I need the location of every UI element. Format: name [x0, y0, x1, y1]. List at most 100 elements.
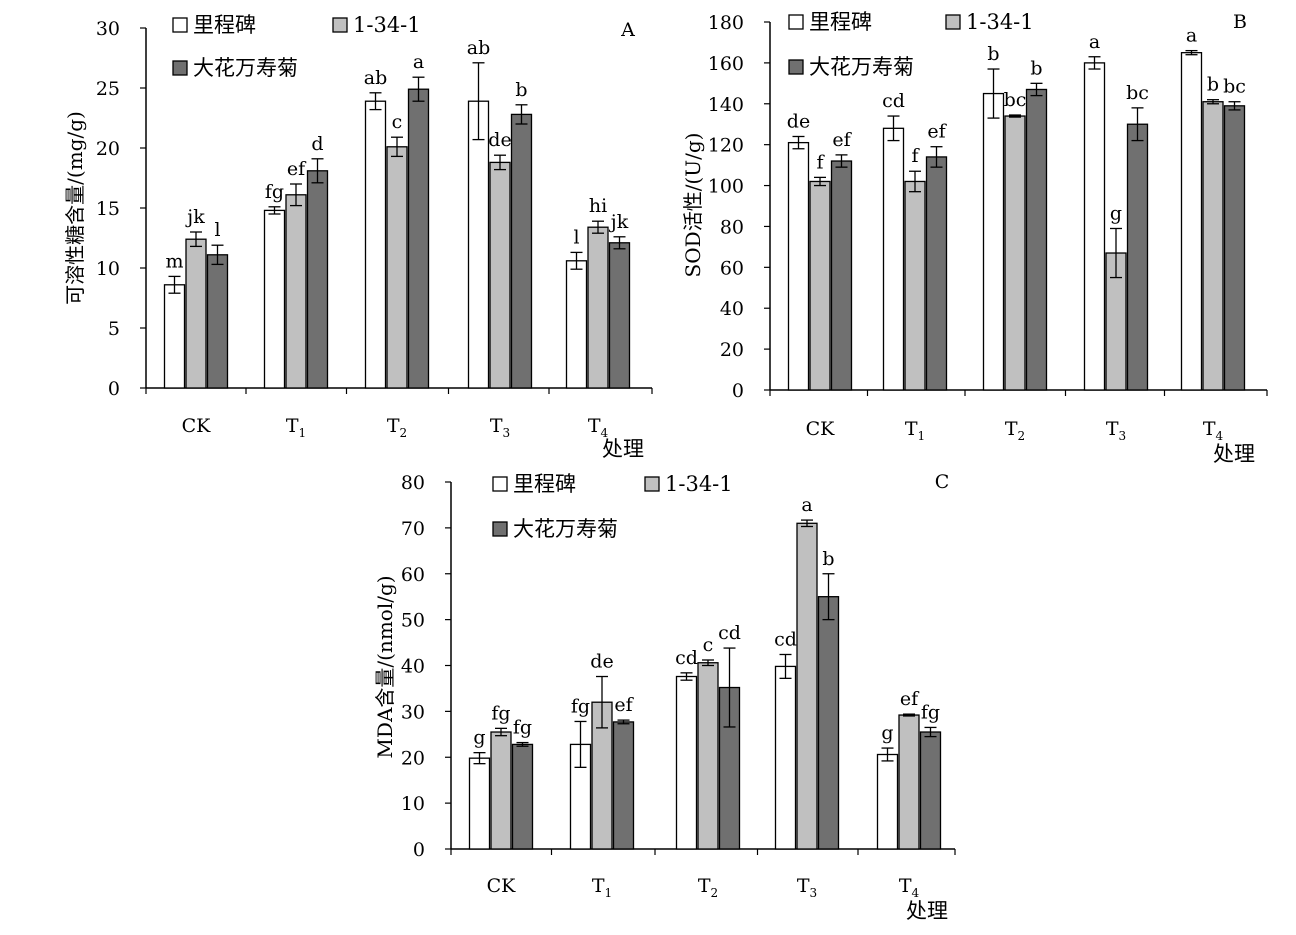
significance-label: fg: [265, 181, 284, 203]
y-tick-label: 80: [720, 216, 744, 238]
category-label: T4: [1203, 418, 1224, 443]
bar: [612, 721, 635, 850]
legend-swatch: [644, 476, 660, 492]
legend-label: 大花万寿菊: [513, 517, 618, 541]
significance-label: cd: [774, 628, 797, 650]
y-tick-label: 15: [96, 198, 120, 220]
legend-swatch: [788, 14, 804, 30]
bar: [1180, 52, 1203, 391]
legend-label: 1-34-1: [966, 10, 1034, 34]
y-tick-label: 100: [708, 176, 744, 198]
x-axis-title: 处理: [1213, 442, 1255, 466]
bar: [1025, 88, 1048, 391]
legend-swatch: [492, 521, 508, 537]
significance-label: ef: [900, 688, 920, 710]
bar: [285, 194, 307, 389]
legend-label: 里程碑: [513, 472, 576, 496]
legend-swatch: [172, 17, 188, 33]
significance-label: cd: [718, 622, 741, 644]
bar: [306, 170, 329, 389]
significance-label: d: [311, 133, 323, 155]
significance-label: b: [822, 548, 834, 570]
significance-label: ef: [832, 129, 852, 151]
bar: [386, 146, 408, 389]
significance-label: hi: [589, 195, 607, 217]
significance-label: b: [1030, 57, 1042, 79]
x-axis-title: 处理: [602, 437, 644, 461]
legend-label: 1-34-1: [665, 472, 733, 496]
bar: [1223, 105, 1246, 391]
bar: [982, 92, 1005, 391]
significance-label: g: [473, 727, 485, 749]
bar: [697, 662, 719, 850]
bar: [364, 100, 387, 389]
bar: [511, 743, 534, 850]
category-label: T1: [905, 418, 925, 443]
legend-label: 里程碑: [193, 13, 256, 37]
bar: [787, 141, 810, 391]
significance-label: cd: [675, 647, 698, 669]
y-axis-title: MDA含量/(nmol/g): [373, 575, 397, 758]
significance-label: m: [165, 250, 183, 272]
y-tick-label: 40: [401, 656, 425, 678]
significance-label: b: [1207, 74, 1219, 96]
panel-letter: B: [1233, 11, 1247, 33]
significance-label: g: [881, 722, 893, 744]
y-tick-label: 0: [108, 378, 120, 400]
y-tick-label: 20: [96, 138, 120, 160]
significance-label: g: [1110, 202, 1122, 224]
significance-label: a: [413, 51, 424, 73]
bar: [675, 675, 698, 850]
bar: [904, 180, 926, 391]
significance-label: f: [816, 151, 825, 173]
panel-letter: C: [935, 471, 950, 493]
legend-label: 1-34-1: [353, 13, 421, 37]
significance-label: l: [573, 226, 579, 248]
bar: [1126, 123, 1149, 391]
bar: [468, 757, 491, 850]
significance-label: fg: [921, 701, 940, 723]
significance-label: b: [515, 79, 527, 101]
bar: [565, 260, 588, 389]
category-label: CK: [182, 415, 212, 437]
category-label: T3: [1106, 418, 1126, 443]
significance-label: f: [911, 145, 920, 167]
bar: [809, 180, 831, 391]
significance-label: cd: [882, 90, 905, 112]
y-tick-label: 5: [108, 318, 120, 340]
legend-label: 大花万寿菊: [193, 56, 298, 80]
y-tick-label: 120: [708, 135, 744, 157]
significance-label: de: [590, 651, 613, 673]
legend-swatch: [492, 476, 508, 492]
bar: [587, 226, 609, 389]
bar: [898, 714, 920, 850]
bar: [830, 160, 853, 391]
bar: [407, 88, 430, 389]
legend-swatch: [945, 14, 961, 30]
bar: [1202, 101, 1224, 391]
category-label: T2: [1005, 418, 1025, 443]
bar: [163, 284, 186, 389]
y-tick-label: 0: [413, 839, 425, 861]
legend-swatch: [788, 59, 804, 75]
legend-label: 里程碑: [809, 10, 872, 34]
y-tick-label: 10: [96, 258, 120, 280]
legend-label: 大花万寿菊: [809, 55, 914, 79]
legend-swatch: [332, 17, 348, 33]
bar: [1004, 115, 1026, 391]
chart-panel-b: 0 20 40 60 80 100 120 140 160 180 CK T1 T2 T3 T4 de cd b a…: [681, 10, 1268, 466]
significance-label: ef: [927, 121, 947, 143]
category-label: CK: [806, 418, 836, 440]
y-tick-label: 20: [401, 747, 425, 769]
y-tick-label: 40: [720, 298, 744, 320]
category-label: T3: [490, 415, 510, 440]
significance-label: ef: [287, 158, 307, 180]
category-label: T3: [797, 875, 817, 900]
bar: [263, 209, 286, 389]
y-tick-label: 50: [401, 610, 425, 632]
significance-label: bc: [1223, 76, 1246, 98]
category-label: T4: [588, 415, 609, 440]
significance-label: fg: [491, 702, 510, 724]
significance-label: de: [488, 129, 511, 151]
